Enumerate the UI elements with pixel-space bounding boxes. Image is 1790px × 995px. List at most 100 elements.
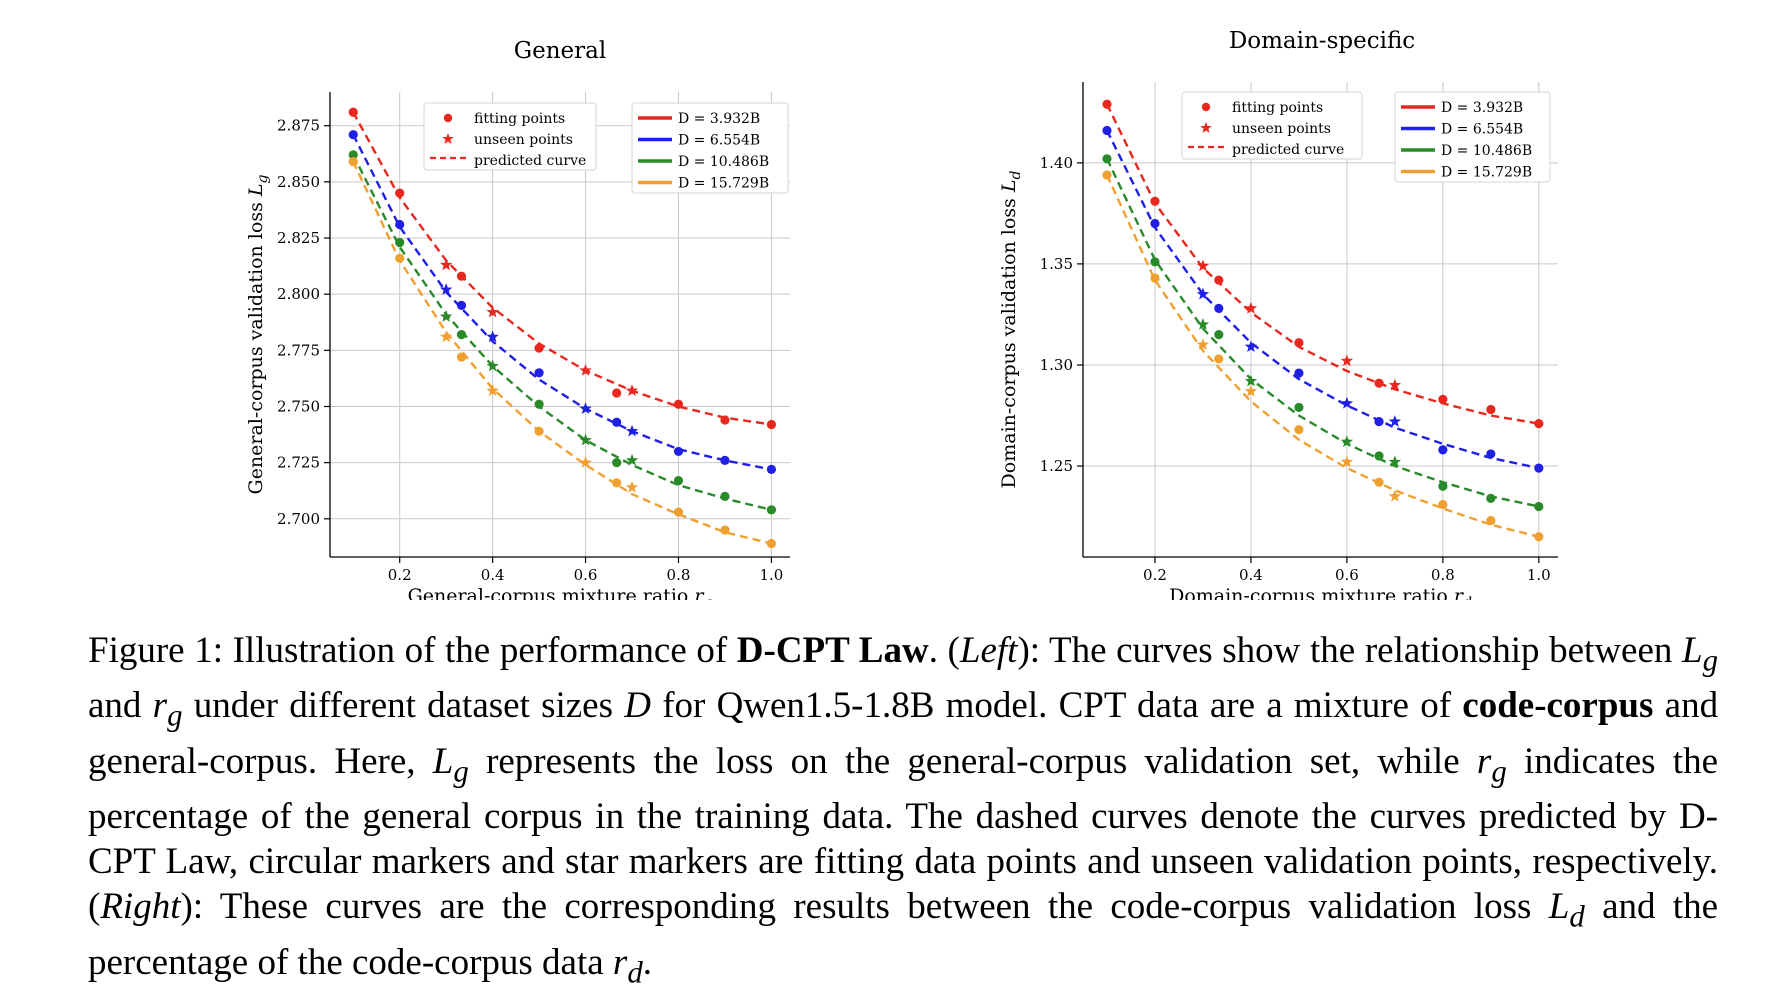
caption-right: Right [100, 886, 181, 928]
y-axis-label: General-corpus validation loss Lg [245, 174, 271, 494]
series-1 [1102, 125, 1544, 473]
series-legend-label: D = 3.932B [678, 111, 760, 127]
fitting-point [534, 399, 544, 409]
fitting-point [1214, 275, 1224, 285]
unseen-point [1244, 374, 1258, 387]
x-tick-label: 0.4 [1239, 566, 1263, 584]
unseen-point [625, 453, 639, 466]
x-tick-label: 0.8 [667, 566, 691, 584]
fitting-point [348, 130, 358, 140]
unseen-point [1340, 435, 1354, 448]
predicted-curve [1105, 129, 1540, 470]
series-0 [1102, 99, 1544, 429]
marker-legend-frame [1181, 91, 1363, 160]
fitting-point [766, 419, 777, 430]
chart-title: Domain-specific [1229, 28, 1415, 54]
unseen-point [439, 258, 453, 271]
x-axis-label-symbol: r [1454, 585, 1465, 600]
unseen-point [1244, 340, 1258, 353]
unseen-point [486, 330, 499, 343]
fitting-point [673, 476, 684, 486]
x-axis-label-subscript: g [703, 595, 712, 600]
unseen-point [579, 402, 592, 414]
fitting-point [1102, 154, 1112, 164]
x-tick-label: 0.6 [574, 566, 598, 584]
y-tick-label: 2.875 [277, 117, 320, 135]
fitting-point [1102, 99, 1112, 109]
unseen-point [625, 424, 639, 437]
series-2 [348, 150, 777, 515]
fitting-point [720, 525, 730, 535]
y-tick-label: 1.30 [1040, 356, 1073, 374]
y-tick-label: 2.850 [277, 173, 320, 191]
fitting-point [1534, 463, 1544, 473]
fitting-point [1214, 354, 1224, 364]
unseen-point [1196, 318, 1210, 330]
fitting-point [1102, 170, 1112, 180]
fitting-point [1486, 516, 1496, 526]
y-tick-label: 2.800 [277, 285, 320, 303]
fitting-point [395, 188, 405, 198]
fitting-point [1534, 418, 1544, 429]
fitting-point [766, 505, 777, 515]
unseen-point [1388, 489, 1402, 502]
fitting-point [1374, 378, 1384, 388]
series-legend-label: D = 6.554B [678, 133, 760, 149]
marker-legend-label: fitting points [474, 111, 565, 127]
marker-legend-label: predicted curve [1232, 142, 1344, 158]
series-legend-frame [1394, 91, 1551, 183]
y-tick-label: 2.700 [277, 510, 320, 528]
figure-charts: General 0.2 0.4 0.6 0.8 1.0 2.875 2.850 2.825 2.8… [245, 28, 1558, 600]
caption-law-name: D-CPT Law [736, 630, 929, 671]
caption-text-9: ): These curves are the corresponding re… [180, 886, 1532, 928]
y-tick-label: 2.725 [277, 454, 320, 472]
charts-svg: General 0.2 0.4 0.6 0.8 1.0 2.875 2.850 2.825 2.8… [245, 28, 1558, 600]
series-legend: D = 3.932B D = 6.554B D = 10.486B D = 15.72… [1394, 91, 1551, 183]
unseen-point [1388, 415, 1402, 427]
caption-text-10: and the percentage of the code-corpus da… [88, 886, 1719, 983]
marker-legend: fitting points unseen points predicted cur… [1181, 91, 1363, 160]
fitting-point [534, 343, 544, 353]
y-tick-label: 2.750 [277, 397, 320, 415]
fitting-point [612, 458, 622, 468]
marker-legend-label: unseen points [1232, 121, 1331, 137]
y-tick-label: 2.775 [277, 341, 320, 359]
series-legend-frame [631, 102, 789, 194]
unseen-point [625, 384, 639, 397]
unseen-point [1388, 455, 1402, 468]
fitting-point [1150, 196, 1160, 206]
fitting-point [534, 426, 544, 436]
fitting-point [1294, 338, 1304, 348]
fitting-point [1374, 416, 1384, 427]
caption-math-rd: rd [612, 941, 643, 989]
x-tick-label: 0.2 [1143, 566, 1167, 584]
fitting-point [1534, 532, 1544, 542]
marker-legend-label: unseen points [474, 132, 573, 148]
unseen-point [625, 480, 639, 493]
y-tick-label: 1.35 [1040, 255, 1073, 273]
y-axis-label-subscript: g [255, 174, 271, 183]
fitting-point [766, 464, 777, 474]
fitting-point [1486, 449, 1496, 459]
chart-general: General 0.2 0.4 0.6 0.8 1.0 2.875 2.850 2.825 2.8… [245, 38, 790, 600]
x-tick-label: 0.8 [1431, 566, 1455, 584]
fitting-point [673, 446, 684, 457]
series-legend-label: D = 10.486B [1441, 143, 1532, 159]
legend-unseen-marker [442, 133, 454, 144]
unseen-point [439, 310, 453, 322]
fitting-point [348, 157, 358, 167]
fitting-point [720, 415, 730, 425]
fitting-point [612, 417, 622, 427]
figure-caption: Figure 1: Illustration of the performanc… [88, 628, 1718, 995]
x-axis-label-symbol: r [694, 585, 705, 600]
caption-math-rg-2: rg [1476, 740, 1507, 789]
fitting-point [1486, 493, 1496, 503]
series-legend-label: D = 3.932B [1441, 100, 1523, 116]
fitting-point [612, 388, 622, 398]
caption-math-rg: rg [152, 685, 183, 733]
fitting-point [1438, 499, 1448, 510]
predicted-curve [352, 134, 772, 471]
caption-math-D: D [624, 685, 651, 727]
y-tick-label: 1.40 [1040, 154, 1073, 172]
caption-text-7: represents the loss on the general-corpu… [486, 740, 1460, 782]
